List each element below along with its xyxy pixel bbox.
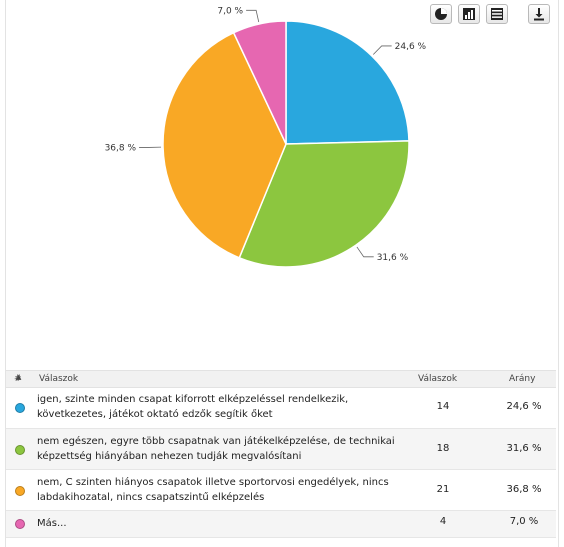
answer-count: 18	[436, 443, 450, 454]
answer-count: 14	[436, 401, 450, 412]
chart-toolbar	[430, 4, 550, 24]
pie-chart: 24,6 % 31,6 % 36,8 % 7,0 %	[105, 6, 427, 268]
label-leader-line	[372, 45, 392, 55]
download-icon	[534, 8, 544, 21]
series-color-dot	[15, 519, 25, 529]
table-row: nem egészen, egyre több csapatnak van já…	[6, 429, 556, 470]
table-row: nem, C szinten hiányos csapatok illetve …	[6, 470, 556, 511]
answer-share: 36,8 %	[506, 484, 542, 495]
header-count[interactable]: Válaszok	[418, 374, 458, 384]
download-button[interactable]	[528, 4, 550, 24]
table-header: # ▲ Válaszok Válaszok Arány	[6, 370, 556, 388]
answer-share: 7,0 %	[509, 516, 539, 527]
answer-text: igen, szinte minden csapat kiforrott elk…	[37, 394, 349, 420]
answer-count: 4	[439, 516, 447, 527]
label-leader-line	[356, 246, 374, 258]
header-num[interactable]: #	[14, 374, 22, 384]
label-leader-line	[246, 9, 260, 23]
pie-view-icon	[435, 8, 447, 20]
slice-label: 36,8 %	[105, 143, 137, 153]
table-view-icon	[491, 8, 503, 20]
table-row: Más... 4 7,0 %	[6, 511, 556, 538]
sort-arrow-icon[interactable]: ▲	[16, 373, 22, 381]
pie-slice[interactable]	[238, 140, 410, 268]
series-color-dot	[15, 445, 25, 455]
answer-text: nem egészen, egyre több csapatnak van já…	[37, 436, 395, 462]
pie-slice[interactable]	[285, 20, 410, 145]
answer-share: 31,6 %	[506, 443, 542, 454]
bar-view-button[interactable]	[458, 4, 480, 24]
header-share[interactable]: Arány	[509, 374, 536, 384]
table-row: igen, szinte minden csapat kiforrott elk…	[6, 387, 556, 429]
answer-text: Más...	[37, 518, 67, 529]
series-color-dot	[15, 403, 25, 413]
slice-label: 7,0 %	[217, 6, 243, 16]
header-answer[interactable]: Válaszok	[39, 374, 79, 384]
slice-label: 24,6 %	[395, 42, 427, 52]
answer-count: 21	[436, 484, 450, 495]
pie-slice[interactable]	[162, 31, 287, 259]
pie-slice[interactable]	[232, 20, 287, 145]
pie-view-button[interactable]	[430, 4, 452, 24]
series-color-dot	[15, 486, 25, 496]
bar-view-icon	[463, 8, 475, 20]
table-view-button[interactable]	[486, 4, 508, 24]
answer-share: 24,6 %	[506, 401, 542, 412]
slice-label: 31,6 %	[377, 253, 409, 263]
answer-text: nem, C szinten hiányos csapatok illetve …	[37, 477, 389, 503]
